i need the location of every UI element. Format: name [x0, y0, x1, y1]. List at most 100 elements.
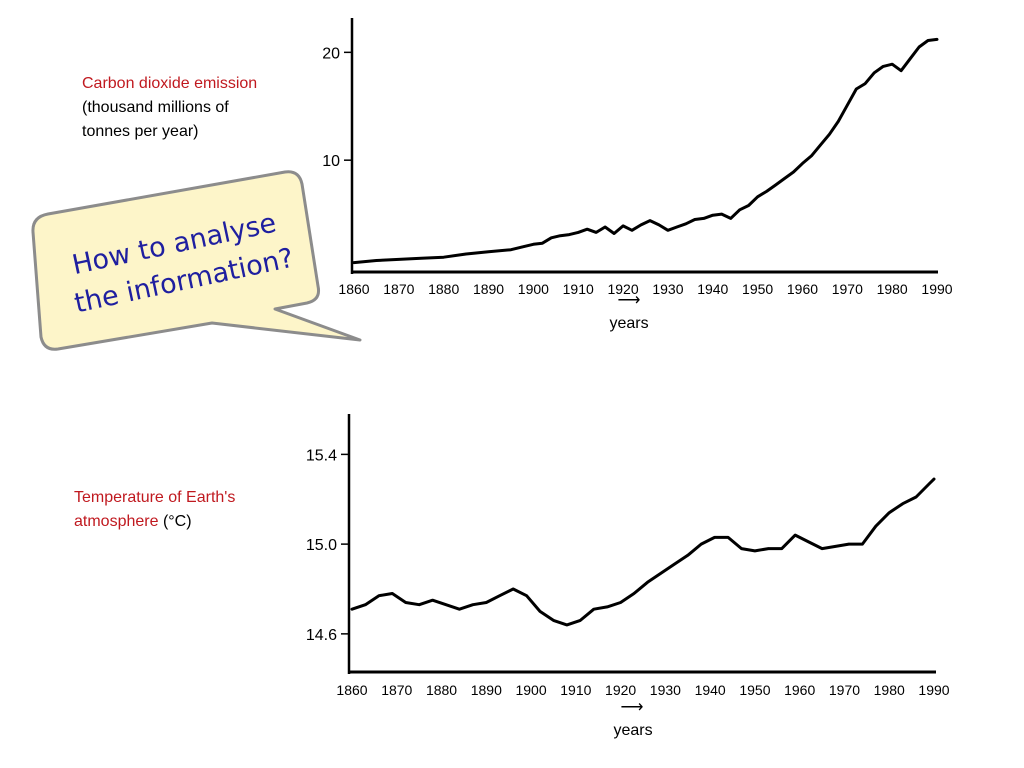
temp-data-point	[646, 581, 649, 584]
co2-data-point	[639, 223, 643, 227]
co2-data-point	[487, 250, 490, 253]
co2-data-point	[657, 223, 661, 227]
co2-x-tick-label: 1950	[742, 281, 773, 297]
temp-data-point	[914, 495, 918, 499]
temp-data-point	[512, 587, 515, 591]
temp-data-point	[632, 592, 636, 595]
co2-data-point	[738, 208, 741, 211]
co2-data-point	[541, 242, 544, 245]
co2-ylabel-unit2: tonnes per year)	[82, 123, 199, 140]
temp-y-tick-label: 14.6	[306, 627, 337, 644]
temp-data-point	[740, 547, 743, 550]
temp-data-point	[659, 572, 663, 575]
temp-data-point	[592, 608, 595, 611]
temp-ylabel-unit: (°C)	[162, 513, 192, 530]
temp-data-point	[874, 525, 877, 528]
co2-data-point	[621, 224, 625, 228]
co2-data-point	[684, 222, 688, 225]
temp-data-point	[418, 603, 421, 606]
callout-bubble: How to analyse the information?	[31, 170, 362, 351]
co2-x-label: years	[609, 315, 648, 332]
temp-ylabel: Temperature of Earth's atmosphere (°C)	[74, 486, 294, 534]
temp-data-point	[619, 601, 622, 604]
temp-data-point	[700, 542, 703, 546]
co2-data-point	[586, 228, 589, 231]
co2-ylabel: Carbon dioxide emission (thousand millio…	[82, 72, 312, 144]
co2-x-tick-label: 1940	[697, 281, 728, 297]
temp-data-point	[861, 542, 864, 546]
temp-data-point	[713, 536, 716, 539]
temp-ylabel-title: Temperature of Earth's	[74, 489, 236, 506]
co2-data-point	[568, 233, 571, 236]
temp-x-arrow: ⟶	[621, 699, 644, 716]
co2-data-point	[666, 229, 670, 232]
co2-data-point	[891, 62, 894, 66]
temp-data-point	[431, 599, 434, 602]
co2-x-tick-label: 1990	[921, 281, 952, 297]
temp-data-point	[901, 502, 904, 505]
co2-data-point	[693, 218, 696, 221]
co2-chart: 10 20 1860 1870 1880 1890 1900 1910 1920 1930 1940…	[322, 18, 953, 332]
temp-x-tick-label: 1870	[381, 682, 412, 698]
temp-data-point	[888, 511, 891, 514]
temp-data-point	[485, 601, 488, 604]
co2-data-point	[630, 229, 634, 232]
co2-data-point	[908, 57, 912, 60]
co2-x-tick-label: 1900	[518, 281, 549, 297]
temp-data-point	[579, 619, 582, 622]
temp-x-tick-label: 1940	[695, 682, 726, 698]
temp-data-point	[820, 547, 824, 550]
temp-data-point	[767, 547, 770, 550]
co2-data-point	[810, 154, 813, 158]
co2-data-point	[917, 45, 921, 49]
temp-data-point	[538, 610, 542, 613]
temp-data-point	[847, 542, 851, 546]
co2-data-point	[837, 120, 840, 123]
temp-x-label: years	[613, 722, 652, 739]
temp-data-point	[794, 533, 797, 537]
co2-data-point	[595, 231, 598, 234]
co2-data-point	[846, 104, 849, 107]
temp-data-point	[377, 594, 381, 597]
co2-x-tick-label: 1860	[338, 281, 369, 297]
temp-data-point	[673, 563, 676, 566]
co2-data-point	[702, 217, 705, 220]
temp-x-tick-label: 1960	[784, 682, 815, 698]
co2-data-point	[774, 183, 777, 187]
co2-data-point	[577, 231, 580, 234]
temp-x-tick-label: 1980	[874, 682, 905, 698]
temp-x-tick-label: 1950	[739, 682, 770, 698]
co2-data-point	[756, 195, 759, 198]
co2-data-point	[801, 162, 804, 165]
temp-data-point	[606, 605, 609, 609]
temperature-chart: 14.6 15.0 15.4 1860 1870 1880 1890 1900 1910 1920…	[306, 414, 950, 739]
co2-data-point	[747, 204, 750, 207]
temp-data-point	[350, 608, 354, 611]
temp-data-point	[834, 545, 837, 548]
co2-data-point	[855, 87, 858, 91]
temp-data-point	[471, 603, 475, 606]
temp-ylabel-title2: atmosphere	[74, 513, 159, 530]
co2-x-tick-label: 1980	[877, 281, 908, 297]
temp-data-point	[404, 601, 407, 604]
temp-data-point	[458, 608, 461, 611]
temp-x-tick-label: 1900	[515, 682, 546, 698]
temp-x-tick-label: 1990	[918, 682, 949, 698]
co2-ylabel-unit1: (thousand millions of	[82, 99, 229, 116]
co2-data-point	[675, 225, 679, 229]
co2-data-point	[819, 143, 822, 147]
co2-y-tick-label: 10	[322, 153, 340, 170]
temp-x-tick-label: 1860	[336, 682, 367, 698]
temp-data-point	[552, 619, 555, 622]
co2-data-point	[720, 212, 723, 216]
co2-x-tick-label: 1920	[607, 281, 638, 297]
co2-ylabel-title: Carbon dioxide emission	[82, 75, 258, 92]
co2-data-point	[550, 236, 553, 239]
co2-data-point	[532, 243, 535, 246]
co2-x-arrow: ⟶	[618, 292, 641, 309]
co2-data-point	[559, 234, 562, 237]
co2-data-point	[352, 261, 356, 264]
co2-series-line	[352, 37, 939, 265]
temp-data-point	[391, 592, 394, 595]
